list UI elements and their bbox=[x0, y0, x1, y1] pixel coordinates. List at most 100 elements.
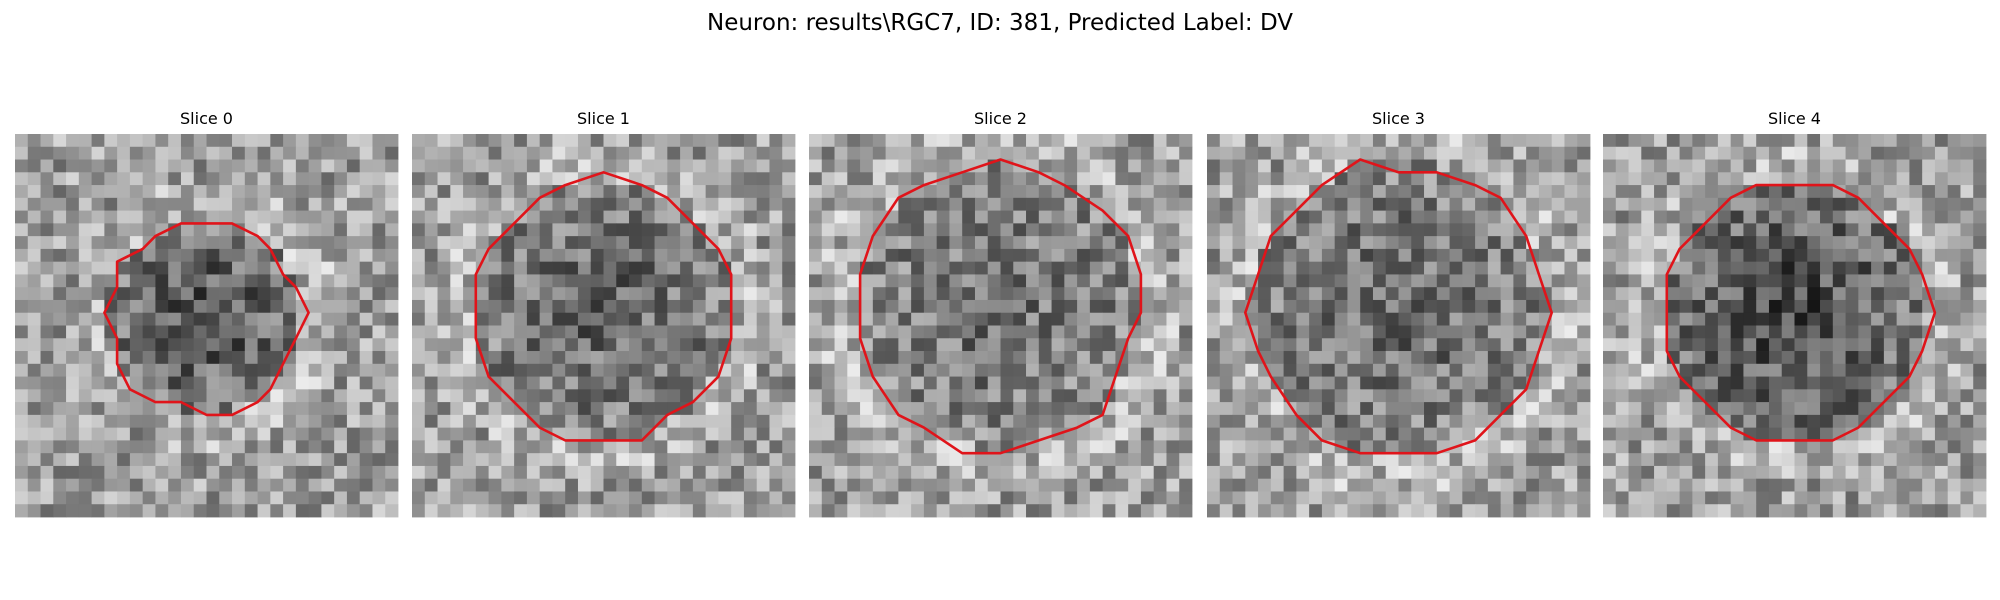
image-pixel bbox=[1153, 491, 1167, 505]
image-pixel bbox=[155, 440, 169, 454]
image-pixel bbox=[501, 312, 515, 326]
image-pixel bbox=[1245, 363, 1259, 377]
image-pixel bbox=[1270, 159, 1284, 173]
image-pixel bbox=[308, 197, 322, 211]
image-pixel bbox=[40, 414, 54, 429]
image-pixel bbox=[1436, 325, 1450, 339]
image-pixel bbox=[1641, 427, 1655, 441]
image-pixel bbox=[962, 351, 976, 365]
image-pixel bbox=[1360, 478, 1374, 492]
image-pixel bbox=[1603, 299, 1617, 314]
image-pixel bbox=[782, 261, 796, 275]
image-pixel bbox=[53, 185, 67, 199]
image-pixel bbox=[1564, 287, 1578, 301]
image-pixel bbox=[1615, 287, 1629, 301]
image-pixel bbox=[385, 402, 399, 416]
image-pixel bbox=[488, 210, 502, 224]
image-pixel bbox=[911, 185, 925, 199]
image-pixel bbox=[180, 465, 195, 480]
image-pixel bbox=[1449, 427, 1463, 441]
image-pixel bbox=[1615, 134, 1629, 148]
image-pixel bbox=[1258, 504, 1272, 518]
image-pixel bbox=[1526, 338, 1540, 352]
image-pixel bbox=[1679, 312, 1693, 326]
image-pixel bbox=[1283, 185, 1297, 199]
image-pixel bbox=[1232, 312, 1246, 326]
image-pixel bbox=[552, 248, 566, 263]
image-pixel bbox=[641, 376, 655, 390]
image-pixel bbox=[129, 146, 144, 160]
image-pixel bbox=[53, 363, 67, 377]
image-pixel bbox=[1411, 197, 1425, 211]
image-pixel bbox=[860, 376, 874, 390]
image-pixel bbox=[1743, 389, 1757, 403]
image-pixel bbox=[1372, 491, 1387, 505]
image-pixel bbox=[539, 414, 553, 429]
image-pixel bbox=[244, 363, 258, 377]
image-pixel bbox=[155, 185, 169, 199]
image-pixel bbox=[501, 376, 515, 390]
image-pixel bbox=[1794, 236, 1808, 250]
image-pixel bbox=[962, 389, 976, 403]
image-pixel bbox=[1166, 210, 1180, 224]
image-pixel bbox=[641, 351, 655, 365]
image-pixel bbox=[1883, 185, 1898, 199]
image-pixel bbox=[78, 146, 92, 160]
image-pixel bbox=[66, 185, 80, 199]
image-pixel bbox=[1013, 453, 1027, 467]
image-pixel bbox=[1102, 465, 1116, 480]
image-pixel bbox=[821, 134, 835, 148]
image-pixel bbox=[1551, 223, 1565, 237]
image-pixel bbox=[1500, 236, 1514, 250]
image-pixel bbox=[667, 427, 681, 441]
image-pixel bbox=[1411, 261, 1425, 275]
image-pixel bbox=[385, 427, 399, 441]
image-pixel bbox=[962, 312, 976, 326]
image-pixel bbox=[847, 159, 861, 173]
image-pixel bbox=[1449, 389, 1463, 403]
image-pixel bbox=[834, 274, 848, 288]
image-pixel bbox=[1296, 248, 1310, 263]
image-pixel bbox=[1973, 465, 1987, 480]
image-pixel bbox=[359, 453, 373, 467]
image-pixel bbox=[27, 376, 41, 390]
image-pixel bbox=[1064, 338, 1078, 352]
image-pixel bbox=[834, 223, 848, 237]
image-pixel bbox=[616, 299, 630, 314]
image-pixel bbox=[1051, 363, 1065, 377]
image-pixel bbox=[168, 146, 182, 160]
image-pixel bbox=[1166, 274, 1180, 288]
image-pixel bbox=[1296, 146, 1310, 160]
image-pixel bbox=[295, 478, 310, 492]
image-pixel bbox=[1115, 197, 1129, 211]
image-pixel bbox=[1102, 236, 1116, 250]
image-pixel bbox=[680, 453, 694, 467]
image-pixel bbox=[756, 274, 770, 288]
image-pixel bbox=[1309, 299, 1323, 314]
image-pixel bbox=[1845, 248, 1859, 263]
image-pixel bbox=[412, 465, 426, 480]
image-pixel bbox=[1296, 223, 1310, 237]
image-pixel bbox=[1845, 338, 1859, 352]
image-pixel bbox=[1360, 325, 1374, 339]
image-pixel bbox=[1436, 236, 1450, 250]
image-pixel bbox=[1909, 376, 1923, 390]
image-pixel bbox=[539, 351, 553, 365]
image-pixel bbox=[1219, 172, 1233, 186]
image-pixel bbox=[1832, 440, 1846, 454]
image-pixel bbox=[1692, 248, 1706, 263]
image-pixel bbox=[743, 197, 758, 211]
image-pixel bbox=[488, 440, 502, 454]
image-pixel bbox=[1347, 338, 1361, 352]
image-pixel bbox=[1577, 491, 1591, 505]
image-pixel bbox=[1679, 159, 1693, 173]
image-pixel bbox=[731, 274, 745, 288]
image-pixel bbox=[834, 491, 848, 505]
image-pixel bbox=[1654, 172, 1668, 186]
image-pixel bbox=[1219, 363, 1233, 377]
image-pixel bbox=[346, 185, 361, 199]
image-pixel bbox=[1424, 402, 1438, 416]
image-pixel bbox=[232, 491, 246, 505]
image-pixel bbox=[1089, 338, 1104, 352]
image-pixel bbox=[1820, 248, 1834, 263]
